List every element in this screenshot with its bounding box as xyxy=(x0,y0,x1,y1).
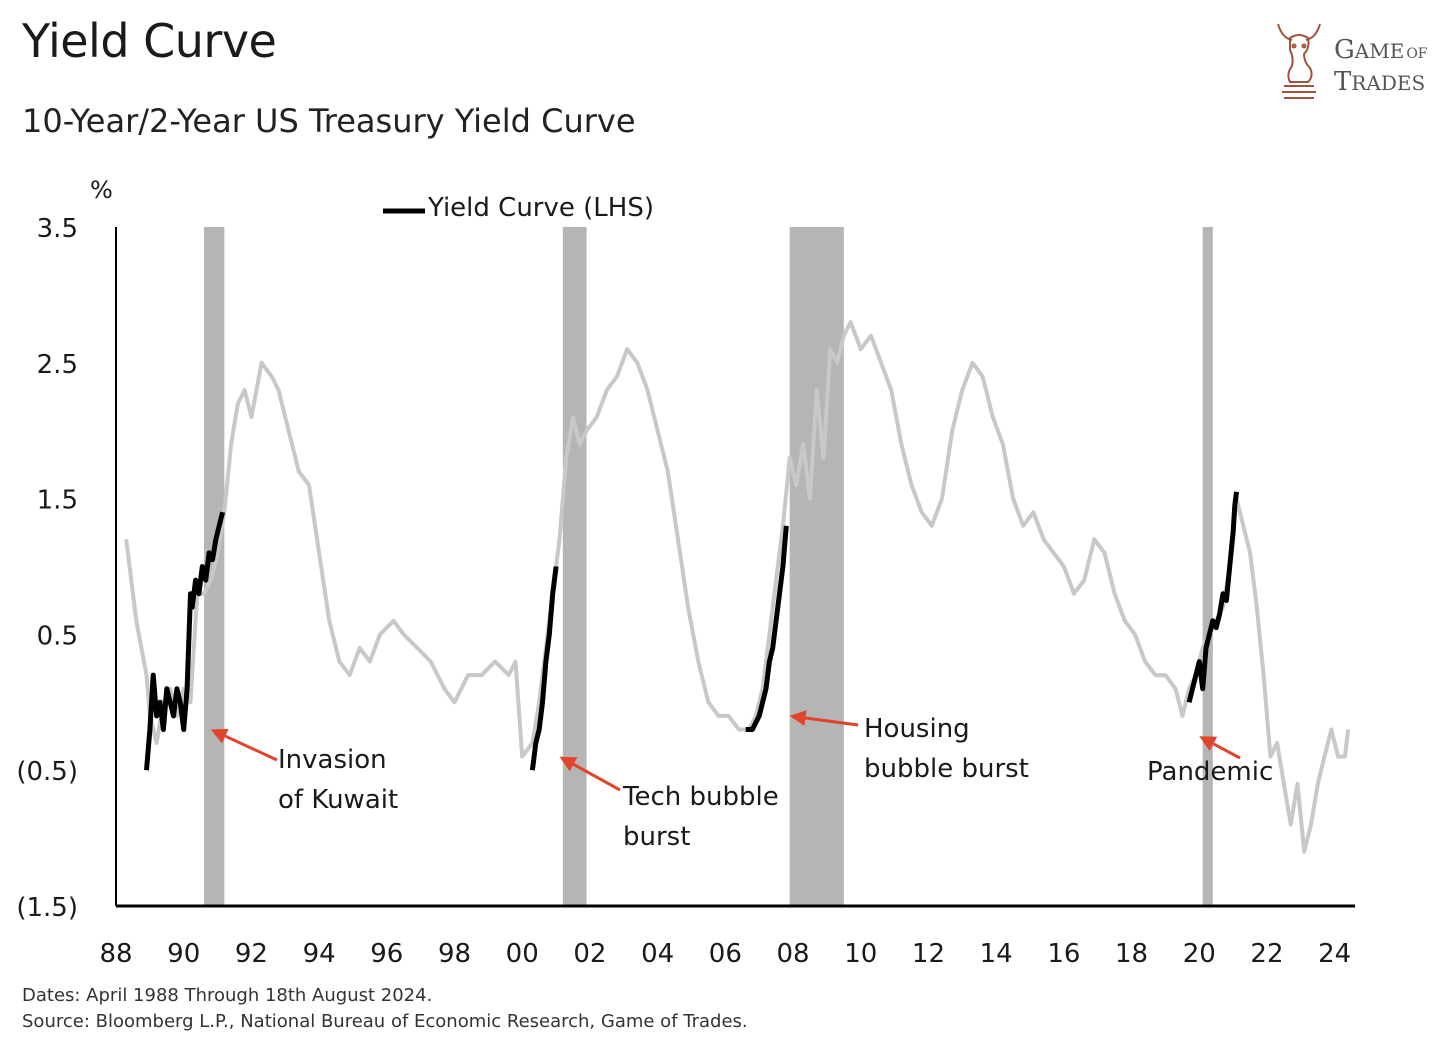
x-tick-label: 06 xyxy=(709,939,742,969)
x-tick-label: 00 xyxy=(506,939,539,969)
y-tick-label: 2.5 xyxy=(37,350,78,380)
y-tick-label: (0.5) xyxy=(16,757,78,787)
x-tick-label: 96 xyxy=(370,939,403,969)
logo-text-t: T xyxy=(1334,67,1352,97)
y-tick-label: (1.5) xyxy=(16,893,78,923)
recession-bar xyxy=(562,227,587,906)
x-tick-label: 90 xyxy=(167,939,200,969)
y-tick-label: 0.5 xyxy=(37,621,78,651)
x-tick-label: 20 xyxy=(1183,939,1216,969)
highlight-segment xyxy=(745,525,789,732)
annotation-text: Invasion xyxy=(278,745,387,775)
y-axis-unit: % xyxy=(90,176,113,204)
annotation-arrowhead xyxy=(210,728,229,744)
annotation-arrow xyxy=(1212,742,1241,760)
x-tick-label: 12 xyxy=(912,939,945,969)
footer-dates: Dates: April 1988 Through 18th August 20… xyxy=(22,985,433,1006)
x-tick-label: 18 xyxy=(1115,939,1148,969)
x-tick-label: 04 xyxy=(641,939,674,969)
logo-text-of: OF xyxy=(1406,46,1428,62)
highlight-segment xyxy=(1186,491,1239,703)
x-tick-label: 02 xyxy=(573,939,606,969)
x-tick-label: 10 xyxy=(844,939,877,969)
highlight-segment xyxy=(144,511,226,771)
x-tick-label: 14 xyxy=(980,939,1013,969)
bull-knight-icon xyxy=(1277,23,1321,99)
x-tick-label: 98 xyxy=(438,939,471,969)
annotation-arrowhead xyxy=(789,710,807,726)
footer-source: Source: Bloomberg L.P., National Bureau … xyxy=(22,1011,748,1032)
logo-text-rades: RADES xyxy=(1351,71,1426,95)
annotation-text: burst xyxy=(623,822,690,852)
annotation-arrow xyxy=(572,763,621,792)
x-tick-label: 24 xyxy=(1318,939,1351,969)
annotation-arrow xyxy=(224,734,278,762)
annotation-arrowhead xyxy=(1199,736,1218,751)
x-tick-label: 08 xyxy=(777,939,810,969)
logo-text-g: G xyxy=(1334,35,1355,65)
annotation-text: Housing xyxy=(864,714,970,744)
page-subtitle: 10-Year/2-Year US Treasury Yield Curve xyxy=(22,102,636,140)
annotation-arrow xyxy=(805,716,859,727)
legend-label: Yield Curve (LHS) xyxy=(427,193,654,223)
y-tick-label: 1.5 xyxy=(37,486,78,516)
x-tick-label: 22 xyxy=(1250,939,1283,969)
annotation-text: Pandemic xyxy=(1147,757,1273,787)
highlight-segment xyxy=(529,566,559,771)
x-tick-label: 94 xyxy=(303,939,336,969)
annotation-text: bubble burst xyxy=(864,754,1029,784)
annotation-text: of Kuwait xyxy=(278,785,398,815)
page-title: Yield Curve xyxy=(22,14,277,68)
annotation-text: Tech bubble xyxy=(622,782,779,812)
annotation-arrowhead xyxy=(559,756,578,772)
x-tick-label: 92 xyxy=(235,939,268,969)
recession-bar xyxy=(1202,227,1213,906)
recession-bar xyxy=(789,227,844,906)
logo-text-ame: AME xyxy=(1354,39,1405,63)
y-tick-label: 3.5 xyxy=(37,214,78,244)
x-tick-label: 88 xyxy=(99,939,132,969)
x-tick-label: 16 xyxy=(1047,939,1080,969)
